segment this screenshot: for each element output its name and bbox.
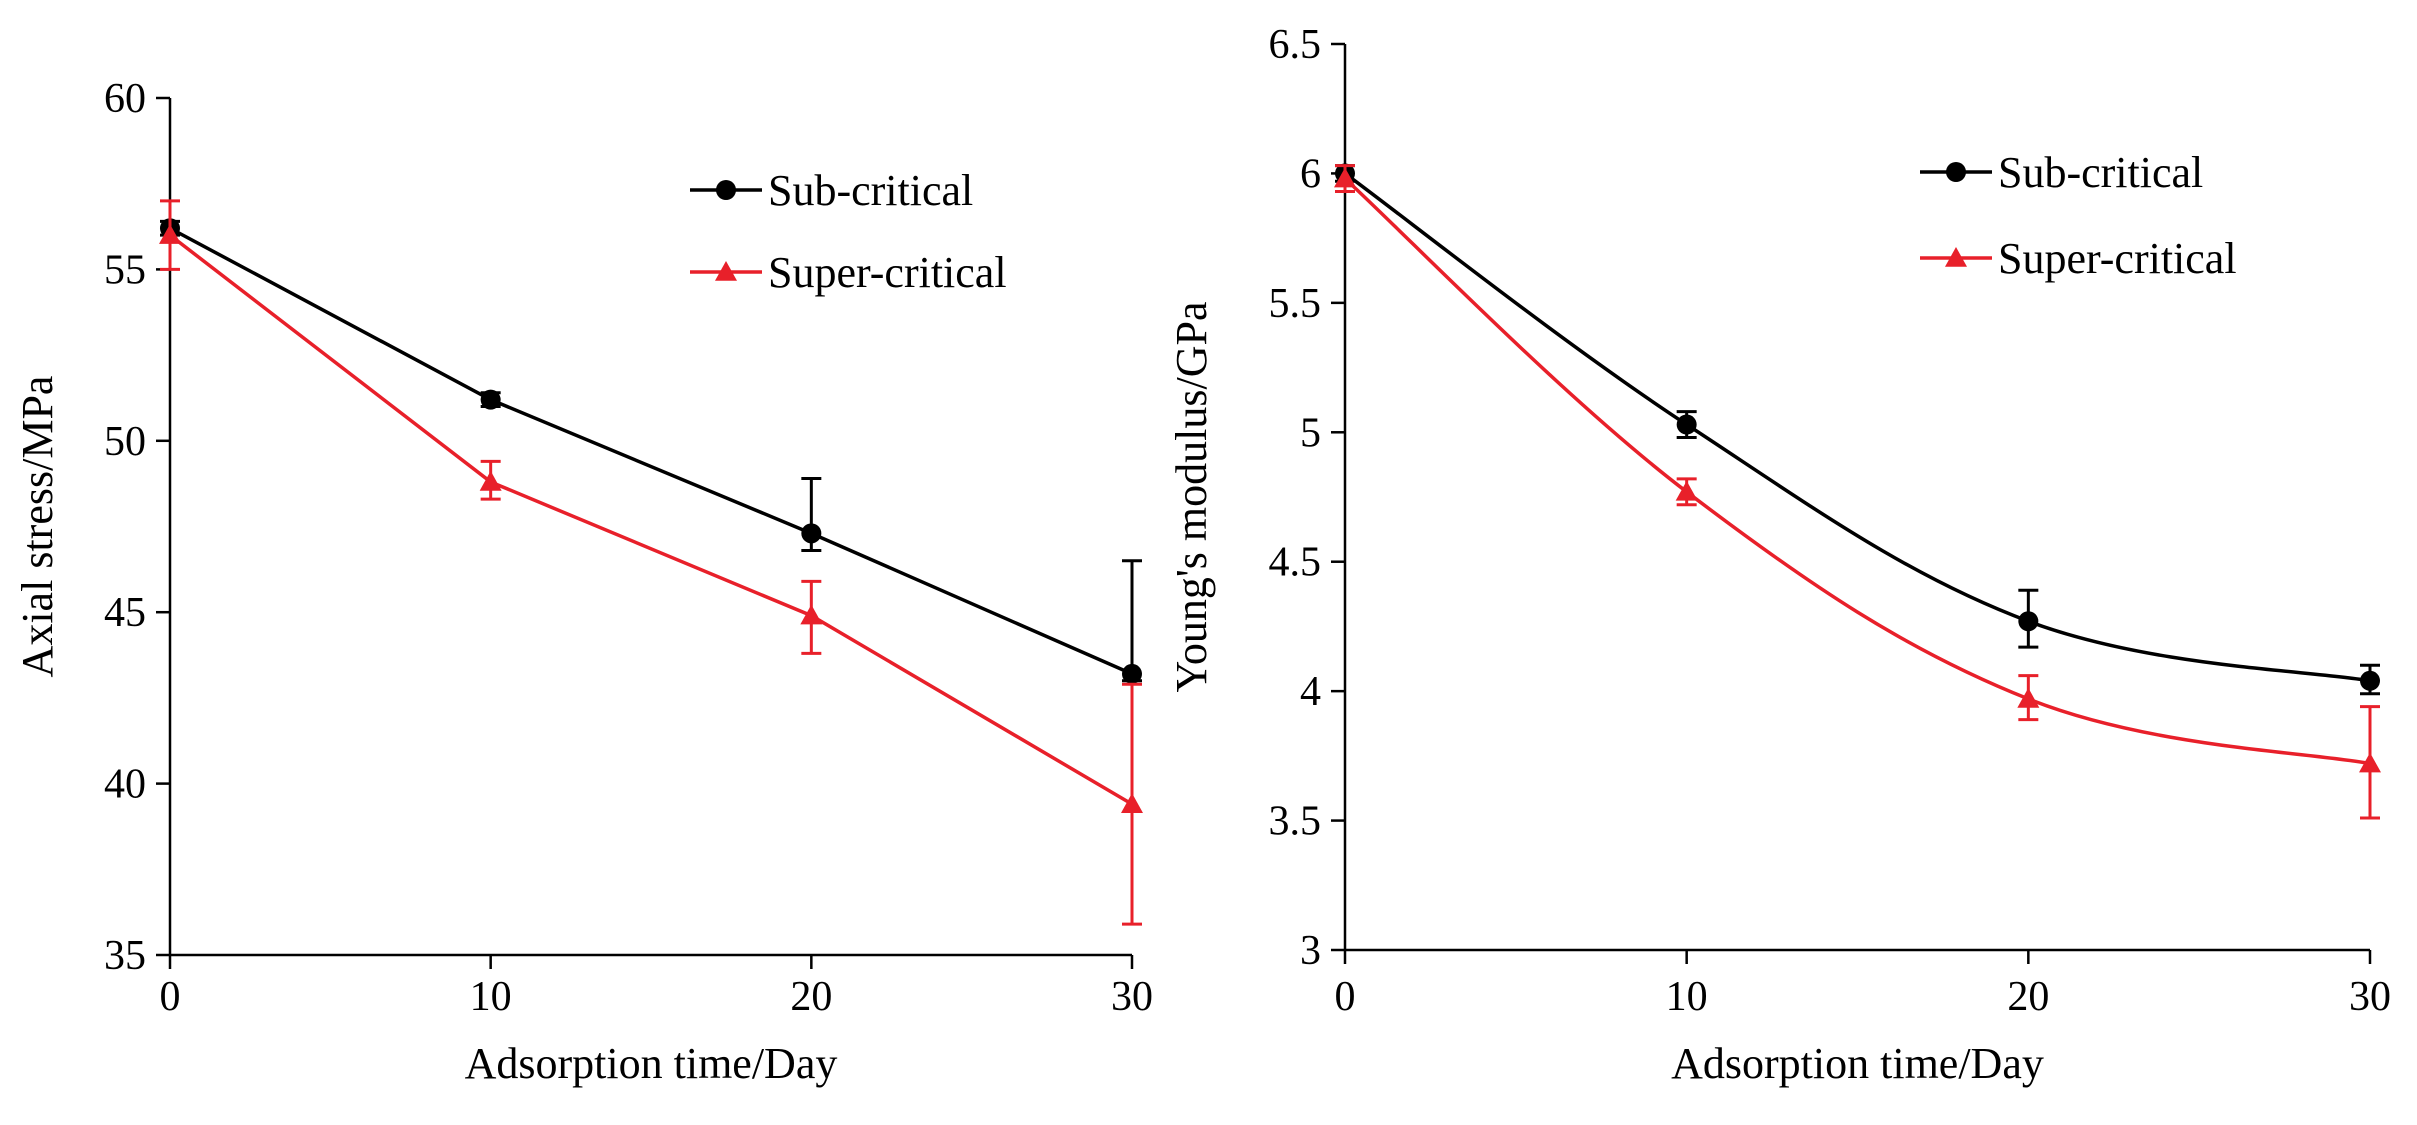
data-point bbox=[2017, 687, 2040, 708]
x-tick-label: 0 bbox=[1335, 974, 1356, 1020]
legend-marker bbox=[715, 261, 737, 281]
legend-label: Sub-critical bbox=[1998, 148, 2203, 197]
y-tick-label: 3.5 bbox=[1269, 799, 1322, 845]
data-point bbox=[800, 604, 823, 625]
data-point bbox=[801, 523, 822, 544]
y-tick-label: 5 bbox=[1300, 410, 1321, 456]
y-tick-label: 5.5 bbox=[1269, 281, 1322, 327]
y-axis-title: Axial stress/MPa bbox=[13, 376, 62, 678]
data-point bbox=[2018, 611, 2039, 632]
y-tick-label: 4 bbox=[1300, 669, 1321, 715]
x-tick-label: 10 bbox=[470, 974, 512, 1020]
x-tick-label: 20 bbox=[2007, 974, 2049, 1020]
data-point bbox=[2359, 752, 2381, 773]
legend-label: Super-critical bbox=[768, 248, 1007, 297]
legend-marker bbox=[1946, 162, 1966, 182]
series-super-critical bbox=[1334, 164, 2381, 820]
youngs-modulus-chart: 3 3.5 4 4.5 5 5.5 6 6.5 0 10 20 30 Adsorption time/D… bbox=[1167, 22, 2391, 1088]
x-axis-title: Adsorption time/Day bbox=[465, 1039, 838, 1088]
x-tick-label: 30 bbox=[2349, 974, 2391, 1020]
y-tick-label: 4.5 bbox=[1269, 540, 1322, 586]
data-point bbox=[1121, 793, 1143, 813]
legend-marker bbox=[1945, 247, 1967, 267]
data-point bbox=[1675, 480, 1698, 501]
legend-label: Sub-critical bbox=[768, 166, 973, 215]
y-tick-label: 3 bbox=[1300, 928, 1321, 974]
data-point bbox=[1676, 414, 1697, 435]
y-tick-label: 55 bbox=[104, 247, 146, 293]
data-point bbox=[1334, 167, 1356, 188]
series-line bbox=[1343, 172, 2371, 683]
x-tick-label: 10 bbox=[1666, 974, 1708, 1020]
x-tick-label: 0 bbox=[160, 974, 181, 1020]
series-super-critical bbox=[159, 199, 1143, 926]
y-tick-label: 6 bbox=[1300, 151, 1321, 197]
series-line bbox=[169, 226, 1133, 676]
y-axis-title: Young's modulus/GPa bbox=[1167, 302, 1216, 693]
axial-stress-chart: 35 40 45 50 55 60 0 10 20 30 Adsorption time/Day Ax… bbox=[13, 76, 1153, 1088]
legend-marker bbox=[716, 180, 736, 200]
y-tick-label: 50 bbox=[104, 419, 146, 465]
y-tick-label: 45 bbox=[104, 590, 146, 636]
y-tick-label: 60 bbox=[104, 76, 146, 122]
data-point bbox=[159, 224, 181, 244]
series-line bbox=[1343, 177, 2371, 766]
y-tick-label: 35 bbox=[104, 933, 146, 979]
y-tick-label: 40 bbox=[104, 762, 146, 808]
series-line bbox=[168, 233, 1133, 806]
legend-label: Super-critical bbox=[1998, 234, 2237, 283]
data-point bbox=[1122, 663, 1142, 684]
data-point bbox=[2360, 670, 2380, 691]
data-point bbox=[480, 389, 501, 410]
y-tick-label: 6.5 bbox=[1269, 22, 1322, 68]
data-point bbox=[479, 470, 502, 491]
x-tick-label: 20 bbox=[790, 974, 832, 1020]
x-axis-title: Adsorption time/Day bbox=[1671, 1039, 2044, 1088]
x-tick-label: 30 bbox=[1111, 974, 1153, 1020]
